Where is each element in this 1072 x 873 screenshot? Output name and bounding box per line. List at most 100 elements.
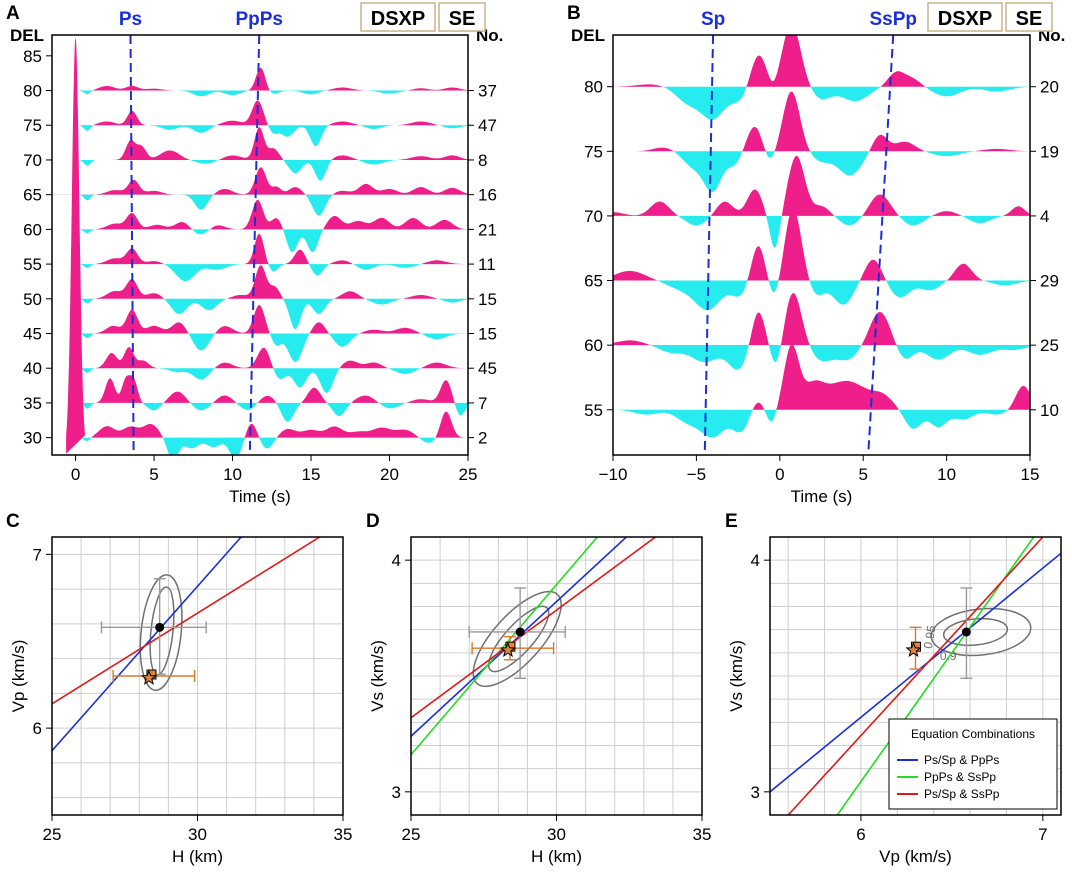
trace-count-label: 29: [1040, 272, 1059, 291]
panel-letter-b: B: [567, 3, 581, 24]
y-tick-label: 35: [23, 394, 42, 413]
trace-count-label: 10: [1040, 401, 1059, 420]
trace-count-label: 15: [478, 290, 497, 309]
x-axis-label: H (km): [531, 847, 582, 866]
trace-negative-del-65: [613, 280, 1030, 311]
trace-negative-del-30: [52, 437, 468, 455]
legend-item-label: Ps/Sp & PpPs: [924, 753, 999, 767]
badge-dsxp: [360, 2, 436, 32]
trace-negative-del-55: [52, 264, 468, 282]
del-header: DEL: [10, 26, 44, 45]
phase-label-sspp: SsPp: [869, 9, 917, 30]
trace-positive-del-70: [613, 155, 1030, 216]
trace-count-label: 47: [478, 116, 497, 135]
x-tick-label: 25: [402, 825, 421, 844]
x-tick-label: −5: [687, 465, 706, 484]
trace-positive-del-55: [613, 344, 1030, 410]
panel-a-receiver-functions-frame: [51, 34, 469, 456]
y-tick-label: 70: [23, 151, 42, 170]
legend: Equation Combinations Ps/Sp & PpPs PpPs & …: [888, 718, 1058, 810]
trace-count-label: 2: [478, 429, 487, 448]
trace-positive-del-75: [52, 100, 468, 126]
solution-line-green: [411, 537, 598, 756]
x-tick-label: −10: [599, 465, 628, 484]
phase-line-ps: [129, 34, 135, 456]
x-tick-label: 0: [71, 465, 80, 484]
reference-star-marker: [140, 669, 157, 685]
trace-count-label: 25: [1040, 336, 1059, 355]
phase-line-sspp: [867, 34, 895, 456]
panel-d-h-vs: 25 30 35 H (km) 3 4 Vs (km/s): [368, 536, 712, 866]
trace-negative-del-70: [613, 215, 1030, 248]
phase-line-ppps: [248, 34, 261, 456]
reference-star-marker: [499, 641, 516, 658]
legend-title: Equation Combinations: [911, 727, 1035, 741]
best-fit-point: [155, 622, 165, 632]
solution-line-blue: [770, 552, 1061, 793]
confidence-contour-outer: [139, 574, 183, 692]
del-header: DEL: [571, 26, 605, 45]
x-axis-label: Vp (km/s): [879, 847, 952, 866]
x-axis-label: Time (s): [791, 487, 853, 506]
phase-label-ps: Ps: [119, 9, 142, 30]
y-tick-label: 55: [584, 401, 603, 420]
x-tick-label: 5: [149, 465, 158, 484]
trace-negative-del-75: [613, 151, 1030, 192]
x-tick-label: 20: [380, 465, 399, 484]
panel-letter-d: D: [366, 511, 380, 532]
solution-line-blue: [52, 537, 242, 752]
y-tick-label: 30: [23, 429, 42, 448]
badge-label-se: SE: [1016, 8, 1043, 30]
best-fit-point: [515, 627, 525, 637]
y-tick-label: 85: [23, 47, 42, 66]
y-tick-label: 75: [584, 142, 603, 161]
y-tick-label: 60: [584, 336, 603, 355]
solution-line-red: [52, 537, 321, 705]
x-tick-label: 35: [693, 825, 712, 844]
y-axis-label: Vp (km/s): [9, 640, 28, 713]
trace-positive-del-65: [52, 167, 468, 195]
y-tick-label: 65: [584, 272, 603, 291]
best-fit-point: [961, 627, 971, 637]
y-tick-label: 70: [584, 207, 603, 226]
y-tick-label: 4: [392, 551, 401, 570]
x-tick-label: 6: [856, 825, 865, 844]
y-tick-label: 80: [584, 78, 603, 97]
trace-positive-del-35: [52, 375, 468, 403]
trace-count-label: 15: [478, 325, 497, 344]
y-axis-label: Vs (km/s): [368, 640, 387, 712]
confidence-contour-outer: [930, 607, 1032, 657]
trace-negative-del-80: [613, 86, 1030, 120]
trace-positive-del-60: [52, 199, 468, 230]
trace-positive-del-55: [52, 233, 468, 265]
trace-count-label: 37: [478, 82, 497, 101]
badge-label-dsxp: DSXP: [371, 8, 425, 30]
trace-count-label: 21: [478, 220, 497, 239]
y-tick-label: 60: [23, 220, 42, 239]
panel-b-receiver-functions: Sp SsPp −10 −5 0 5 10 15 Time (s) 55 60 65 70 75 80 20 1…: [571, 2, 1065, 506]
trace-count-label: 11: [478, 255, 496, 274]
trace-count-label: 19: [1040, 142, 1059, 161]
badge-label-dsxp: DSXP: [938, 8, 992, 30]
trace-positive-del-30: [52, 411, 468, 438]
x-tick-label: 25: [43, 825, 62, 844]
panel-letter-c: C: [6, 511, 20, 532]
x-tick-label: 7: [1038, 825, 1047, 844]
panel-b-receiver-functions-frame: [612, 34, 1031, 456]
phase-line-sp: [703, 34, 715, 456]
badge-se: [1005, 2, 1053, 32]
trace-negative-del-35: [52, 402, 468, 422]
y-tick-label: 50: [23, 290, 42, 309]
trace-positive-del-70: [52, 127, 468, 160]
x-tick-label: 10: [223, 465, 242, 484]
badge-label-se: SE: [449, 8, 476, 30]
trace-negative-del-60: [613, 345, 1030, 370]
panel-e-vp-vs-frame: [769, 536, 1062, 816]
y-tick-label: 3: [751, 783, 760, 802]
y-tick-label: 45: [23, 325, 42, 344]
x-tick-label: 10: [937, 465, 956, 484]
x-tick-label: 15: [302, 465, 321, 484]
trace-positive-del-80: [52, 67, 468, 91]
